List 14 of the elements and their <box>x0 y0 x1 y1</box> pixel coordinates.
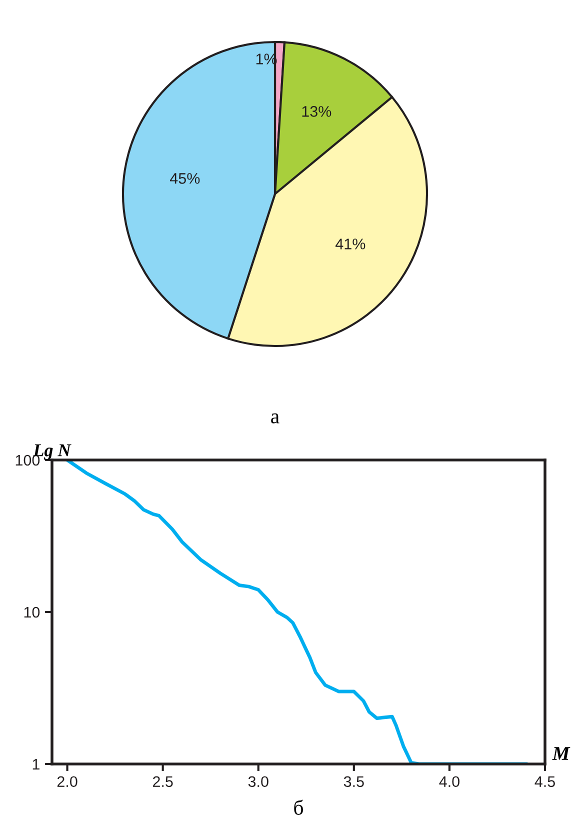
x-tick-label: 4.0 <box>439 776 460 788</box>
x-axis-title: M <box>552 747 570 760</box>
data-label: 45% <box>170 173 200 184</box>
x-tick-label: 2.0 <box>57 776 78 788</box>
y-tick-label: 10 <box>24 606 40 618</box>
text: а <box>271 413 280 424</box>
x-tick-label: 3.0 <box>248 776 268 788</box>
data-label: 41% <box>335 238 366 250</box>
x-tick-label: 4.5 <box>534 776 555 788</box>
x-tick-label: 2.5 <box>152 776 173 788</box>
x-tick-label: 3.5 <box>344 776 364 788</box>
data-label: 13% <box>302 106 332 117</box>
text: б <box>294 800 304 815</box>
y-tick-label: 1 <box>32 759 40 770</box>
